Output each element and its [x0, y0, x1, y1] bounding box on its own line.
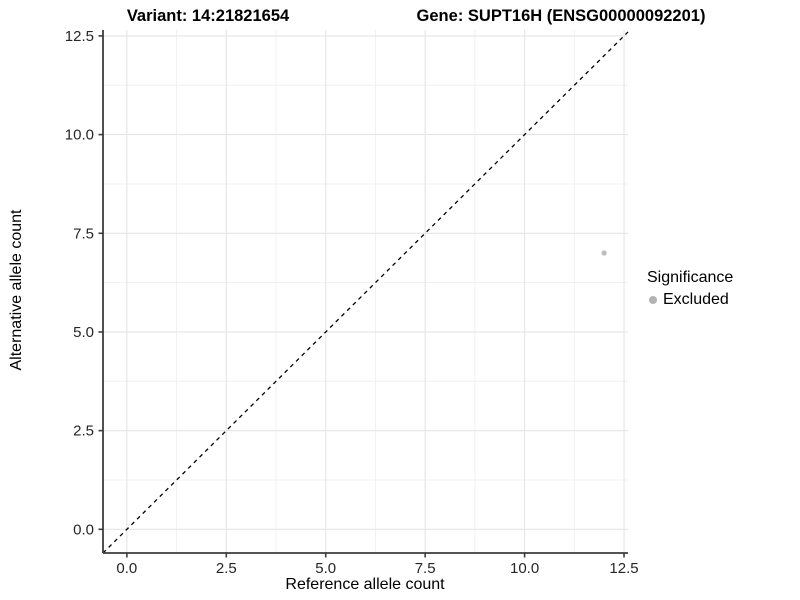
y-tick-label: 0.0	[73, 521, 94, 538]
legend: Significance Excluded	[647, 268, 733, 309]
y-tick-label: 10.0	[65, 127, 94, 144]
legend-item-label: Excluded	[663, 291, 729, 308]
identity-line	[102, 31, 629, 554]
legend-point-swatch-icon	[649, 296, 657, 304]
x-tick-label: 12.5	[609, 560, 638, 577]
x-tick-label: 5.0	[315, 560, 336, 577]
y-axis-title: Alternative allele count	[8, 209, 25, 371]
plot-title-gene: Gene: SUPT16H (ENSG00000092201)	[416, 7, 706, 25]
y-tick-label: 2.5	[73, 423, 94, 440]
y-tick-label: 7.5	[73, 225, 94, 242]
legend-item-excluded: Excluded	[647, 291, 733, 309]
scatter-point	[601, 250, 607, 256]
x-tick-label: 2.5	[216, 560, 237, 577]
y-tick-label: 12.5	[65, 28, 94, 45]
plot-title-variant: Variant: 14:21821654	[126, 7, 290, 25]
y-tick-label: 5.0	[73, 324, 94, 341]
x-tick-label: 10.0	[510, 560, 539, 577]
legend-title: Significance	[647, 269, 734, 286]
x-tick-label: 7.5	[415, 560, 436, 577]
x-axis-title: Reference allele count	[285, 576, 445, 593]
x-tick-label: 0.0	[116, 560, 137, 577]
